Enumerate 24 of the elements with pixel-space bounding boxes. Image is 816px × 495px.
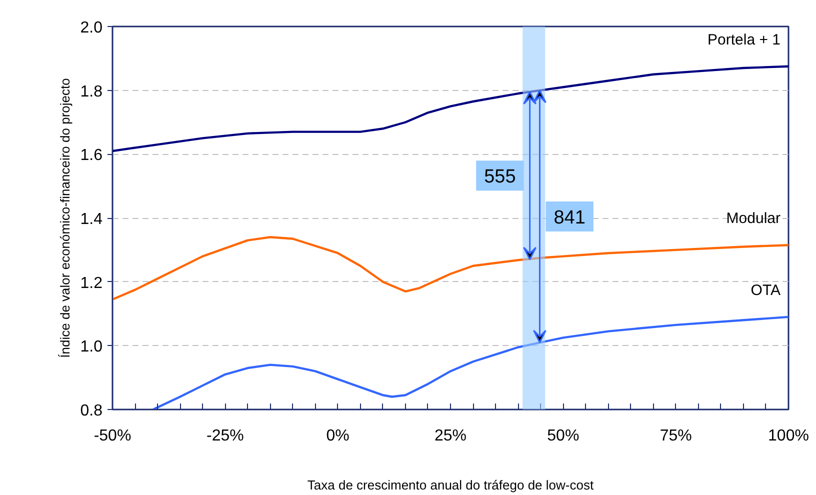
y-tick-label: 0.8	[80, 402, 103, 420]
series-label: Modular	[726, 210, 781, 228]
x-axis-title: Taxa de crescimento anual do tráfego de low-cost	[307, 478, 594, 492]
series-label: OTA	[750, 282, 781, 299]
line-series	[112, 65, 788, 152]
x-tick-label: -50%	[94, 428, 132, 444]
x-tick-label: 50%	[547, 428, 580, 444]
y-tick-label: 2.0	[80, 20, 103, 36]
y-tick-label: 1.8	[80, 83, 103, 100]
x-tick-label: 75%	[660, 428, 692, 444]
x-tick-label: 100%	[768, 428, 809, 444]
y-tick-label: 1.6	[80, 147, 103, 164]
annotation: 555	[484, 166, 516, 188]
x-tick-label: -25%	[206, 428, 244, 444]
line-series	[152, 316, 788, 410]
series-label: Portela + 1	[708, 31, 781, 48]
y-axis-title: Índice de valor económico-financeiro do projecto	[57, 78, 72, 358]
annotation: 841	[554, 207, 586, 228]
y-tick-label: 1.2	[80, 274, 103, 292]
x-tick-label: 25%	[434, 428, 467, 444]
line-series	[112, 236, 788, 300]
y-tick-label: 1.0	[80, 338, 103, 356]
x-tick-label: 0%	[326, 428, 350, 444]
y-tick-label: 1.4	[80, 211, 103, 228]
